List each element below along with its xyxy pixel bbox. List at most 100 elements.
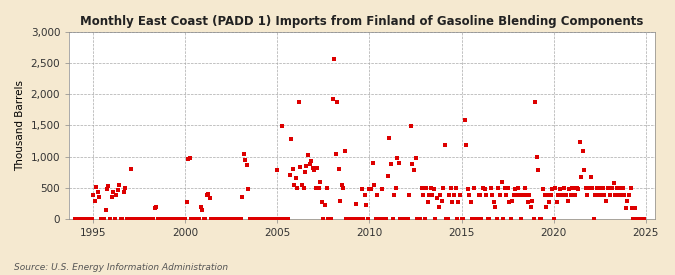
Point [153, 217, 163, 221]
Point [507, 199, 518, 203]
Point [240, 158, 250, 162]
Point [220, 217, 231, 221]
Point [573, 187, 584, 191]
Point [400, 217, 410, 221]
Point [237, 195, 248, 199]
Point [243, 187, 254, 191]
Point [209, 217, 220, 221]
Point [610, 192, 620, 197]
Point [421, 186, 431, 191]
Point [231, 217, 242, 221]
Point [514, 193, 525, 197]
Point [435, 193, 446, 197]
Point [86, 217, 97, 221]
Point [392, 156, 402, 160]
Point [614, 186, 625, 191]
Point [99, 217, 109, 221]
Point [429, 187, 439, 191]
Point [390, 186, 401, 191]
Point [455, 193, 466, 197]
Point [487, 193, 497, 197]
Point [267, 217, 278, 221]
Point [406, 124, 416, 128]
Point [77, 217, 88, 221]
Point [377, 187, 387, 191]
Point [478, 186, 489, 191]
Point [143, 217, 154, 221]
Point [317, 199, 327, 204]
Point [490, 205, 501, 209]
Point [554, 187, 565, 191]
Point [524, 192, 535, 197]
Point [513, 186, 524, 191]
Point [618, 186, 628, 191]
Point [567, 186, 578, 191]
Point [543, 199, 554, 204]
Point [269, 217, 279, 221]
Point [584, 186, 595, 191]
Point [414, 217, 425, 221]
Point [558, 193, 568, 197]
Point [561, 193, 572, 197]
Point [580, 186, 591, 191]
Point [229, 217, 240, 221]
Point [84, 217, 95, 221]
Point [531, 155, 542, 160]
Point [442, 217, 453, 221]
Point [263, 217, 273, 221]
Point [585, 174, 596, 179]
Point [387, 217, 398, 221]
Point [599, 193, 610, 197]
Point [165, 217, 176, 221]
Point [112, 188, 123, 192]
Point [120, 186, 131, 191]
Point [315, 180, 326, 185]
Point [295, 165, 306, 169]
Point [203, 192, 214, 196]
Point [178, 217, 189, 221]
Point [418, 193, 429, 197]
Point [336, 183, 347, 188]
Point [163, 217, 173, 221]
Point [131, 217, 142, 221]
Point [218, 217, 229, 221]
Point [244, 217, 255, 221]
Point [232, 217, 243, 221]
Point [448, 193, 459, 197]
Point [281, 217, 292, 221]
Point [407, 162, 418, 166]
Point [109, 217, 120, 221]
Point [226, 217, 237, 221]
Point [497, 217, 508, 221]
Point [545, 192, 556, 197]
Point [264, 217, 275, 221]
Point [234, 217, 244, 221]
Point [613, 193, 624, 197]
Point [630, 205, 641, 210]
Point [589, 217, 599, 221]
Point [330, 152, 341, 156]
Point [338, 186, 349, 191]
Point [171, 217, 182, 221]
Point [636, 217, 647, 221]
Point [458, 217, 468, 221]
Point [556, 192, 567, 197]
Point [95, 217, 106, 221]
Point [105, 217, 115, 221]
Point [631, 217, 642, 221]
Point [76, 217, 86, 221]
Point [177, 217, 188, 221]
Point [94, 195, 105, 199]
Point [542, 192, 553, 197]
Point [369, 183, 379, 188]
Point [485, 186, 496, 191]
Point [352, 217, 362, 221]
Point [238, 152, 249, 156]
Point [277, 124, 288, 128]
Point [329, 57, 340, 62]
Point [452, 217, 462, 221]
Point [622, 199, 632, 203]
Point [342, 217, 353, 221]
Point [464, 193, 475, 197]
Point [252, 217, 263, 221]
